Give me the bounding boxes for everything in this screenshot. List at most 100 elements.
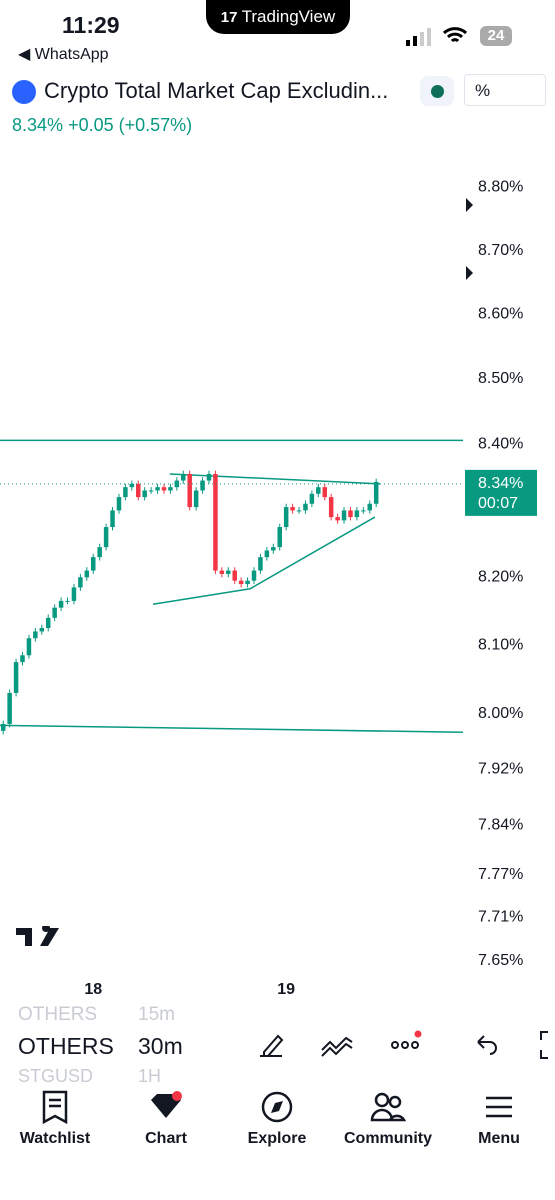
candle-body	[155, 487, 160, 491]
candle-body	[328, 497, 334, 518]
back-app: WhatsApp	[34, 46, 109, 63]
candle-body	[316, 487, 321, 494]
candle-body	[283, 507, 289, 528]
price-tag-time: 00:07	[478, 495, 518, 512]
y-tick-label: 8.80%	[478, 179, 523, 196]
candle-body	[367, 503, 373, 511]
candle-body	[258, 557, 263, 571]
back-link[interactable]: ◀ WhatsApp	[18, 46, 109, 63]
y-tick-label: 8.40%	[478, 436, 523, 453]
x-tick-label: 18	[84, 981, 102, 998]
trend-line	[152, 516, 376, 606]
interval-next: 1H	[138, 1066, 162, 1086]
indicator-tool[interactable]	[320, 1030, 354, 1065]
scale-marker	[466, 198, 473, 212]
battery: 24	[480, 26, 512, 46]
trend-line	[0, 724, 464, 734]
candle-body	[213, 473, 218, 571]
tab-community[interactable]: Community	[333, 1090, 443, 1148]
fullscreen[interactable]	[538, 1030, 555, 1065]
y-tick-label: 8.60%	[478, 306, 523, 323]
candle-body	[45, 617, 51, 629]
candle-body	[78, 577, 83, 588]
candle-body	[296, 510, 302, 512]
y-tick-label: 8.50%	[478, 370, 523, 387]
candle-body	[181, 473, 186, 481]
candle-body	[58, 600, 64, 608]
market-status[interactable]	[420, 76, 454, 106]
candle-body	[206, 473, 212, 481]
candle-body	[0, 723, 6, 731]
candle-body	[322, 487, 327, 498]
tab-menu[interactable]: Menu	[444, 1090, 554, 1148]
candle-body	[26, 638, 32, 656]
candle-body	[271, 547, 276, 551]
interval-prev: 15m	[138, 1004, 175, 1025]
symbol-icon	[12, 80, 36, 104]
symbol-title[interactable]: Crypto Total Market Cap Excludin...	[44, 78, 389, 103]
candle-body	[39, 628, 45, 632]
candle-body	[65, 600, 70, 602]
candle-body	[168, 487, 173, 491]
app-banner: 17 TradingView	[206, 0, 350, 34]
candle-body	[97, 547, 102, 558]
y-tick-label: 7.65%	[478, 952, 523, 969]
undo[interactable]	[474, 1032, 500, 1063]
candle-body	[348, 510, 353, 518]
candle-body	[13, 662, 19, 693]
candle-body	[116, 497, 122, 511]
symbol-prev: OTHERS	[18, 1004, 98, 1025]
tab-label: Chart	[145, 1130, 187, 1147]
candle-body	[187, 473, 192, 508]
candle-body	[103, 527, 109, 548]
candle-body	[219, 570, 225, 574]
last: 8.34%	[12, 115, 64, 135]
tab-explore[interactable]: Explore	[222, 1090, 332, 1148]
candle-body	[142, 490, 147, 498]
symbol[interactable]: OTHERS	[18, 1033, 114, 1059]
tab-label: Menu	[478, 1130, 520, 1147]
candle-body	[20, 655, 25, 663]
candle-body	[193, 490, 199, 508]
candle-body	[226, 570, 231, 574]
change-pct: (+0.57%)	[118, 115, 193, 135]
x-tick-label: 19	[277, 981, 295, 998]
candle-body	[33, 631, 38, 639]
trend-line	[169, 473, 381, 485]
change: +0.05	[68, 115, 114, 135]
price-change: 8.34% +0.05 (+0.57%)	[12, 115, 192, 136]
tab-chart[interactable]: Chart	[111, 1090, 221, 1148]
candle-body	[71, 587, 77, 601]
scale-marker	[466, 266, 473, 280]
y-tick-label: 7.77%	[478, 866, 523, 883]
price-tag-label: 8.34%	[478, 475, 523, 492]
candle-body	[110, 510, 115, 528]
candle-body	[7, 692, 12, 724]
wifi	[442, 26, 468, 51]
clock: 11:29	[62, 12, 120, 38]
symbol-next: STGUSD	[18, 1066, 94, 1086]
more-tool[interactable]	[390, 1030, 424, 1065]
candle-body	[251, 570, 257, 581]
candle-body	[373, 481, 379, 504]
candle-body	[303, 503, 308, 511]
tab-watchlist[interactable]: Watchlist	[0, 1090, 110, 1148]
candle-body	[354, 510, 360, 518]
y-tick-label: 8.20%	[478, 569, 523, 586]
candle-body	[335, 517, 340, 521]
y-tick-label: 7.92%	[478, 760, 523, 777]
candle-body	[264, 550, 270, 558]
banner-text: TradingView	[241, 7, 336, 26]
candle-body	[309, 493, 315, 504]
draw-tool[interactable]	[256, 1030, 286, 1065]
tab-label: Community	[344, 1130, 432, 1147]
candle-body	[245, 580, 250, 585]
signal	[406, 28, 434, 46]
price-tag	[465, 469, 537, 516]
unit-button[interactable]: %	[464, 74, 546, 106]
tab-label: Explore	[247, 1130, 307, 1147]
interval[interactable]: 30m	[138, 1033, 183, 1059]
candle-body	[90, 557, 96, 571]
